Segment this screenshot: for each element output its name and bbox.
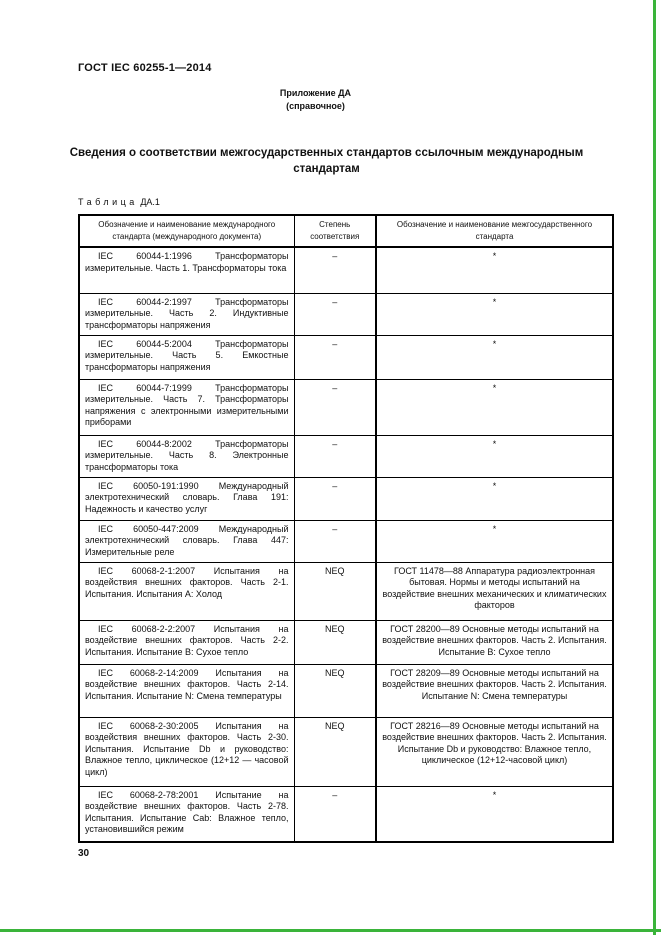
intl-standard-cell: IEC 60050-191:1990 Международный электро… bbox=[79, 476, 295, 520]
doc-code: ГОСТ IEC 60255-1—2014 bbox=[78, 62, 212, 74]
annex-label: Приложение ДА (справочное) bbox=[0, 87, 631, 113]
table-row: IEC 60068-2-2:2007 Испытания на воздейст… bbox=[79, 619, 613, 664]
gost-standard-cell: * bbox=[376, 434, 613, 477]
degree-cell: – bbox=[294, 334, 377, 379]
table-row: IEC 60068-2-14:2009 Испытания на воздейс… bbox=[79, 663, 613, 717]
scan-edge-bottom bbox=[0, 929, 661, 932]
table-row: IEC 60044-2:1997 Трансформаторы измерите… bbox=[79, 292, 613, 335]
table-row: IEC 60068-2-1:2007 Испытания на воздейст… bbox=[79, 561, 613, 620]
table-row: IEC 60050-191:1990 Международный электро… bbox=[79, 476, 613, 520]
table-label: Таблица ДА.1 bbox=[78, 197, 160, 207]
table-label-number: ДА.1 bbox=[140, 197, 160, 207]
intl-standard-cell: IEC 60068-2-14:2009 Испытания на воздейс… bbox=[79, 663, 295, 717]
degree-cell: – bbox=[294, 476, 377, 520]
intl-standard-cell: IEC 60044-7:1999 Трансформаторы измерите… bbox=[79, 378, 295, 435]
table-row: IEC 60068-2-30:2005 Испытания на воздейс… bbox=[79, 716, 613, 786]
degree-cell: – bbox=[294, 246, 377, 293]
degree-cell: NEQ bbox=[294, 716, 377, 786]
degree-cell: – bbox=[294, 434, 377, 477]
table-row: IEC 60044-5:2004 Трансформаторы измерите… bbox=[79, 334, 613, 379]
page-number: 30 bbox=[78, 848, 90, 859]
intl-standard-cell: IEC 60044-8:2002 Трансформаторы измерите… bbox=[79, 434, 295, 477]
intl-standard-cell: IEC 60044-5:2004 Трансформаторы измерите… bbox=[79, 334, 295, 379]
annex-name: Приложение ДА bbox=[279, 88, 352, 98]
intl-standard-cell: IEC 60068-2-30:2005 Испытания на воздейс… bbox=[79, 716, 295, 786]
gost-standard-cell: * bbox=[376, 519, 613, 562]
intl-standard-cell: IEC 60068-2-1:2007 Испытания на воздейст… bbox=[79, 561, 295, 620]
intl-standard-cell: IEC 60044-1:1996 Трансформаторы измерите… bbox=[79, 246, 295, 293]
degree-cell: – bbox=[294, 519, 377, 562]
table-row: IEC 60044-8:2002 Трансформаторы измерите… bbox=[79, 434, 613, 477]
table-label-word: Таблица bbox=[78, 197, 138, 207]
conformity-table: Обозначение и наименование международног… bbox=[78, 214, 614, 843]
gost-standard-cell: ГОСТ 28209—89 Основные методы испытаний … bbox=[376, 663, 613, 717]
gost-standard-cell: ГОСТ 28200—89 Основные методы испытаний … bbox=[376, 619, 613, 664]
gost-standard-cell: * bbox=[376, 334, 613, 379]
gost-standard-cell: * bbox=[376, 378, 613, 435]
degree-cell: NEQ bbox=[294, 619, 377, 664]
scan-edge-right bbox=[653, 0, 656, 935]
degree-cell: NEQ bbox=[294, 663, 377, 717]
col-header-degree: Степень соответствия bbox=[294, 215, 377, 248]
table-header-row: Обозначение и наименование международног… bbox=[79, 215, 613, 248]
gost-standard-cell: * bbox=[376, 785, 613, 842]
degree-cell: – bbox=[294, 378, 377, 435]
degree-cell: – bbox=[294, 292, 377, 335]
annex-type: (справочное) bbox=[286, 101, 345, 111]
col-header-intl-standard: Обозначение и наименование международног… bbox=[79, 215, 295, 248]
intl-standard-cell: IEC 60044-2:1997 Трансформаторы измерите… bbox=[79, 292, 295, 335]
table-row: IEC 60044-1:1996 Трансформаторы измерите… bbox=[79, 246, 613, 293]
table-row: IEC 60068-2-78:2001 Испытание на воздейс… bbox=[79, 785, 613, 842]
gost-standard-cell: * bbox=[376, 476, 613, 520]
page-title: Сведения о соответствии межгосударственн… bbox=[69, 147, 584, 175]
gost-standard-cell: * bbox=[376, 292, 613, 335]
table-row: IEC 60044-7:1999 Трансформаторы измерите… bbox=[79, 378, 613, 435]
gost-standard-cell: * bbox=[376, 246, 613, 293]
table-row: IEC 60050-447:2009 Международный электро… bbox=[79, 519, 613, 562]
intl-standard-cell: IEC 60068-2-78:2001 Испытание на воздейс… bbox=[79, 785, 295, 842]
intl-standard-cell: IEC 60050-447:2009 Международный электро… bbox=[79, 519, 295, 562]
gost-standard-cell: ГОСТ 28216—89 Основные методы испытаний … bbox=[376, 716, 613, 786]
degree-cell: NEQ bbox=[294, 561, 377, 620]
col-header-gost-standard: Обозначение и наименование межгосударств… bbox=[376, 215, 613, 248]
degree-cell: – bbox=[294, 785, 377, 842]
intl-standard-cell: IEC 60068-2-2:2007 Испытания на воздейст… bbox=[79, 619, 295, 664]
gost-standard-cell: ГОСТ 11478—88 Аппаратура радиоэлектронна… bbox=[376, 561, 613, 620]
